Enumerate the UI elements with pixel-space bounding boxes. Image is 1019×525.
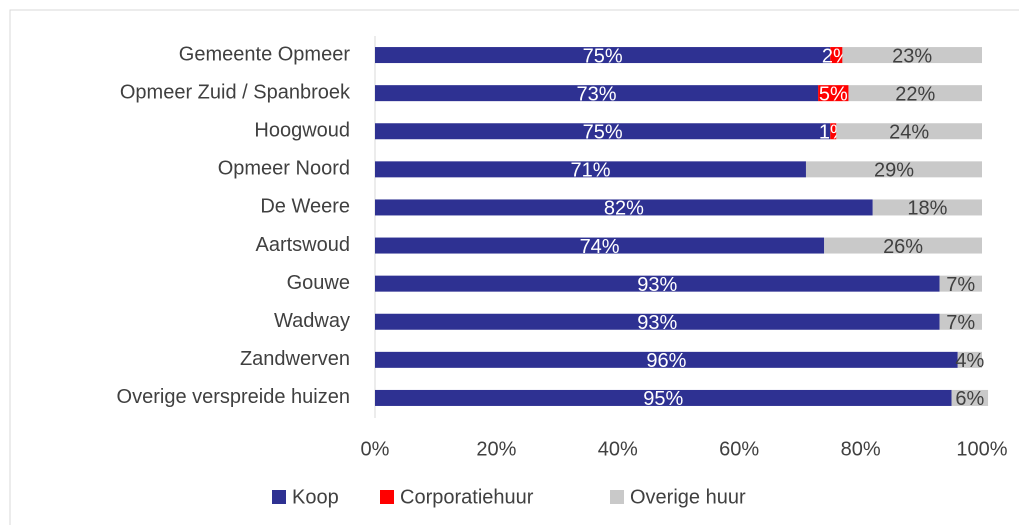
- x-tick-label: 0%: [361, 438, 390, 460]
- bar-segment: [939, 275, 982, 292]
- bar-segment: [818, 85, 849, 102]
- data-label: 71%: [570, 160, 610, 182]
- data-label: 74%: [580, 236, 620, 258]
- data-label: 4%: [955, 350, 984, 372]
- data-label: 73%: [577, 83, 617, 105]
- data-label: 93%: [637, 274, 677, 296]
- legend-label: Koop: [292, 486, 339, 508]
- data-label: 82%: [604, 198, 644, 220]
- data-label: 24%: [889, 122, 929, 144]
- bar-segment: [872, 199, 982, 216]
- data-label: 7%: [946, 274, 975, 296]
- legend-swatch: [380, 490, 394, 504]
- bar-segment: [375, 351, 958, 368]
- y-tick-label: Overige verspreide huizen: [117, 386, 350, 408]
- y-tick-label: Zandwerven: [240, 348, 350, 370]
- bar-segment: [375, 123, 831, 140]
- bar-segment: [375, 389, 952, 406]
- bar-segment: [805, 161, 982, 178]
- chart-frame: [9, 9, 1019, 525]
- bar-segment: [824, 237, 982, 254]
- data-label: 18%: [907, 198, 947, 220]
- data-label: 5%: [819, 83, 848, 105]
- bar-segment: [375, 199, 873, 216]
- bar-segment: [836, 123, 982, 140]
- bar-segment: [830, 123, 837, 140]
- y-tick-label: Opmeer Noord: [218, 158, 350, 180]
- x-tick-label: 40%: [598, 438, 638, 460]
- y-tick-label: De Weere: [260, 196, 350, 218]
- y-tick-label: Gouwe: [287, 272, 350, 294]
- y-tick-label: Wadway: [274, 310, 350, 332]
- bar-segment: [842, 47, 982, 64]
- data-label: 6%: [955, 388, 984, 410]
- bar-segment: [939, 313, 982, 330]
- bar-segment: [375, 47, 831, 64]
- x-tick-label: 80%: [841, 438, 881, 460]
- data-label: 75%: [583, 45, 623, 67]
- bar-segment: [830, 47, 843, 64]
- data-label: 75%: [583, 122, 623, 144]
- bar-segment: [375, 85, 819, 102]
- data-label: 23%: [892, 45, 932, 67]
- bar-segment: [375, 161, 806, 178]
- bar-segment: [951, 389, 989, 406]
- legend-label: Corporatiehuur: [400, 486, 534, 508]
- legend-swatch: [610, 490, 624, 504]
- legend-label: Overige huur: [630, 486, 746, 508]
- bar-segment: [957, 351, 982, 368]
- data-label: 95%: [643, 388, 683, 410]
- x-tick-label: 60%: [719, 438, 759, 460]
- bar-segment: [375, 313, 940, 330]
- bar-segment: [848, 85, 982, 102]
- x-tick-label: 20%: [476, 438, 516, 460]
- y-tick-label: Opmeer Zuid / Spanbroek: [120, 81, 351, 103]
- bar-segment: [375, 275, 940, 292]
- data-label: 93%: [637, 312, 677, 334]
- bar-segment: [375, 237, 825, 254]
- data-label: 7%: [946, 312, 975, 334]
- data-label: 22%: [895, 83, 935, 105]
- data-label: 26%: [883, 236, 923, 258]
- legend-swatch: [272, 490, 286, 504]
- y-tick-label: Aartswoud: [256, 234, 351, 256]
- y-tick-label: Gemeente Opmeer: [179, 43, 351, 65]
- data-label: 29%: [874, 160, 914, 182]
- x-tick-label: 100%: [956, 438, 1007, 460]
- data-label: 96%: [646, 350, 686, 372]
- y-tick-label: Hoogwoud: [254, 120, 350, 142]
